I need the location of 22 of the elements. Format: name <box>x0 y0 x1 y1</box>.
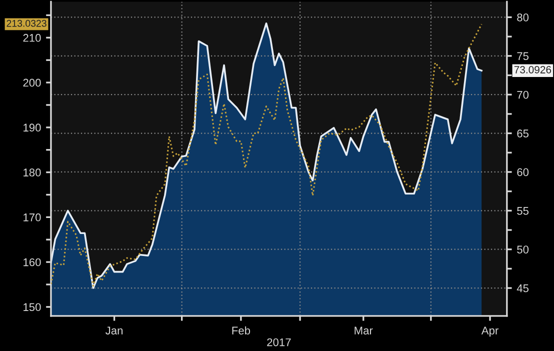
y2-tick-label: 70 <box>517 90 529 99</box>
y2-tick-label: 45 <box>516 284 529 292</box>
y2-tick-label: 55 <box>517 207 529 215</box>
text: 73.0926 <box>514 66 552 74</box>
y-tick-label: 160 <box>24 258 41 266</box>
y-tick-label: 170 <box>24 213 41 222</box>
y-tick-label: 190 <box>24 124 41 132</box>
y2-tick-label: 60 <box>517 168 529 176</box>
y-tick-label: 180 <box>24 168 41 176</box>
x-tick-label: Apr <box>481 326 498 337</box>
x-tick-label: Jan <box>106 326 123 334</box>
y-tick-label: 200 <box>23 78 41 87</box>
text: 213.0323 <box>6 20 46 27</box>
y2-tick-label: 75 <box>517 52 529 60</box>
y-tick-label: 150 <box>24 303 41 312</box>
y2-tick-label: 65 <box>517 130 529 138</box>
y2-tick-label: 80 <box>517 13 529 22</box>
x-tick-label: Feb <box>232 326 250 334</box>
y-tick-label: 210 <box>23 34 41 42</box>
x-axis-title: 2017 <box>267 338 291 346</box>
y2-tick-label: 50 <box>517 246 529 254</box>
x-tick-label: Mar <box>354 326 373 334</box>
